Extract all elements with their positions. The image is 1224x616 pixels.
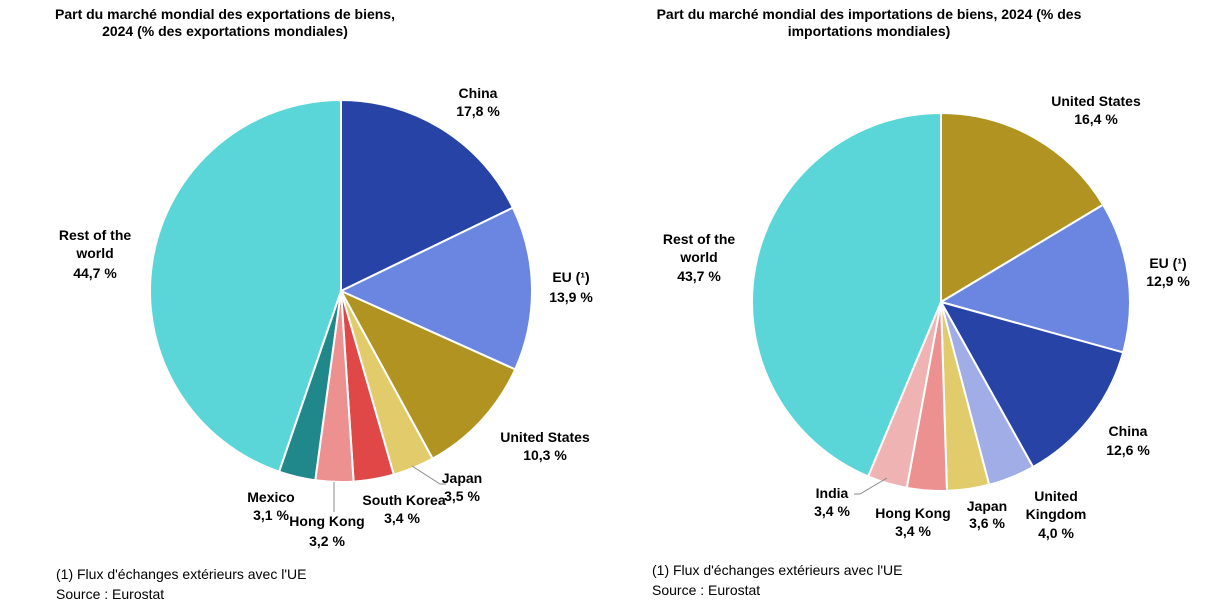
category-label: Japan [967, 498, 1007, 514]
category-label: world [75, 245, 113, 261]
value-label: 12,6 % [1106, 442, 1150, 458]
category-label: world [679, 249, 717, 265]
pie-slice-eu [938, 203, 1131, 354]
value-label: 3,6 % [969, 515, 1005, 531]
category-label: Kingdom [1026, 506, 1087, 522]
imports-chart-panel: Part du marché mondial des importations … [612, 0, 1224, 616]
category-label: Rest of the [663, 231, 736, 247]
footnote-block: (1) Flux d'échanges extérieurs avec l'UE… [56, 564, 306, 604]
footnote: (1) Flux d'échanges extérieurs avec l'UE [56, 566, 307, 582]
value-label: 4,0 % [1038, 525, 1074, 541]
footnote: (1) Flux d'échanges extérieurs avec l'UE [652, 562, 903, 578]
leader-line [854, 477, 888, 495]
value-label: 16,4 % [1074, 111, 1118, 127]
value-label: 10,3 % [523, 447, 567, 463]
pie-slice-rest-of-the-world [149, 98, 342, 473]
value-label: 3,4 % [814, 503, 850, 519]
value-label: 43,7 % [677, 268, 721, 284]
category-label: United States [500, 429, 590, 445]
value-label: 3,2 % [309, 533, 345, 549]
pie-slice-rest-of-the-world [751, 111, 942, 478]
source-note: Source : Eurostat [56, 586, 165, 602]
category-label: United [1034, 488, 1078, 504]
pie-slice-china [938, 300, 1125, 469]
source-note: Source : Eurostat [652, 582, 761, 598]
category-label: South Korea [362, 492, 445, 508]
value-label: 44,7 % [73, 265, 117, 281]
value-label: 13,9 % [549, 289, 593, 305]
category-label: China [459, 85, 498, 101]
category-label: EU (¹) [1149, 255, 1186, 271]
exports-pie: China 17,8 % EU (¹) 13,9 % United States 10,3… [59, 85, 594, 549]
category-label: Japan [442, 470, 482, 486]
pie-slice-united-states [940, 111, 1105, 304]
value-label: 3,1 % [253, 507, 289, 523]
category-label: Hong Kong [875, 505, 950, 521]
category-label: Hong Kong [289, 513, 364, 529]
category-label: India [816, 485, 849, 501]
category-label: Mexico [247, 489, 294, 505]
value-label: 3,4 % [895, 523, 931, 539]
chart-title: Part du marché mondial des exportations … [55, 6, 395, 39]
leader-line [411, 465, 446, 485]
category-label: EU (¹) [552, 269, 589, 285]
category-label: China [1109, 423, 1148, 439]
imports-pie: United States 16,4 % EU (¹) 12,9 % China 12,6… [663, 93, 1191, 541]
pie-slice-eu [338, 206, 533, 371]
exports-chart-panel: Part du marché mondial des exportations … [55, 6, 594, 604]
pie-slice-china [340, 98, 515, 293]
category-label: Rest of the [59, 227, 132, 243]
category-label: United States [1051, 93, 1141, 109]
chart-title: Part du marché mondial des importations … [656, 6, 1082, 39]
value-label: 12,9 % [1146, 273, 1190, 289]
pie-slice-united-states [338, 288, 517, 460]
value-label: 17,8 % [456, 103, 500, 119]
value-label: 3,4 % [384, 510, 420, 526]
value-label: 3,5 % [444, 488, 480, 504]
footnote-block: (1) Flux d'échanges extérieurs avec l'UE… [652, 560, 902, 600]
